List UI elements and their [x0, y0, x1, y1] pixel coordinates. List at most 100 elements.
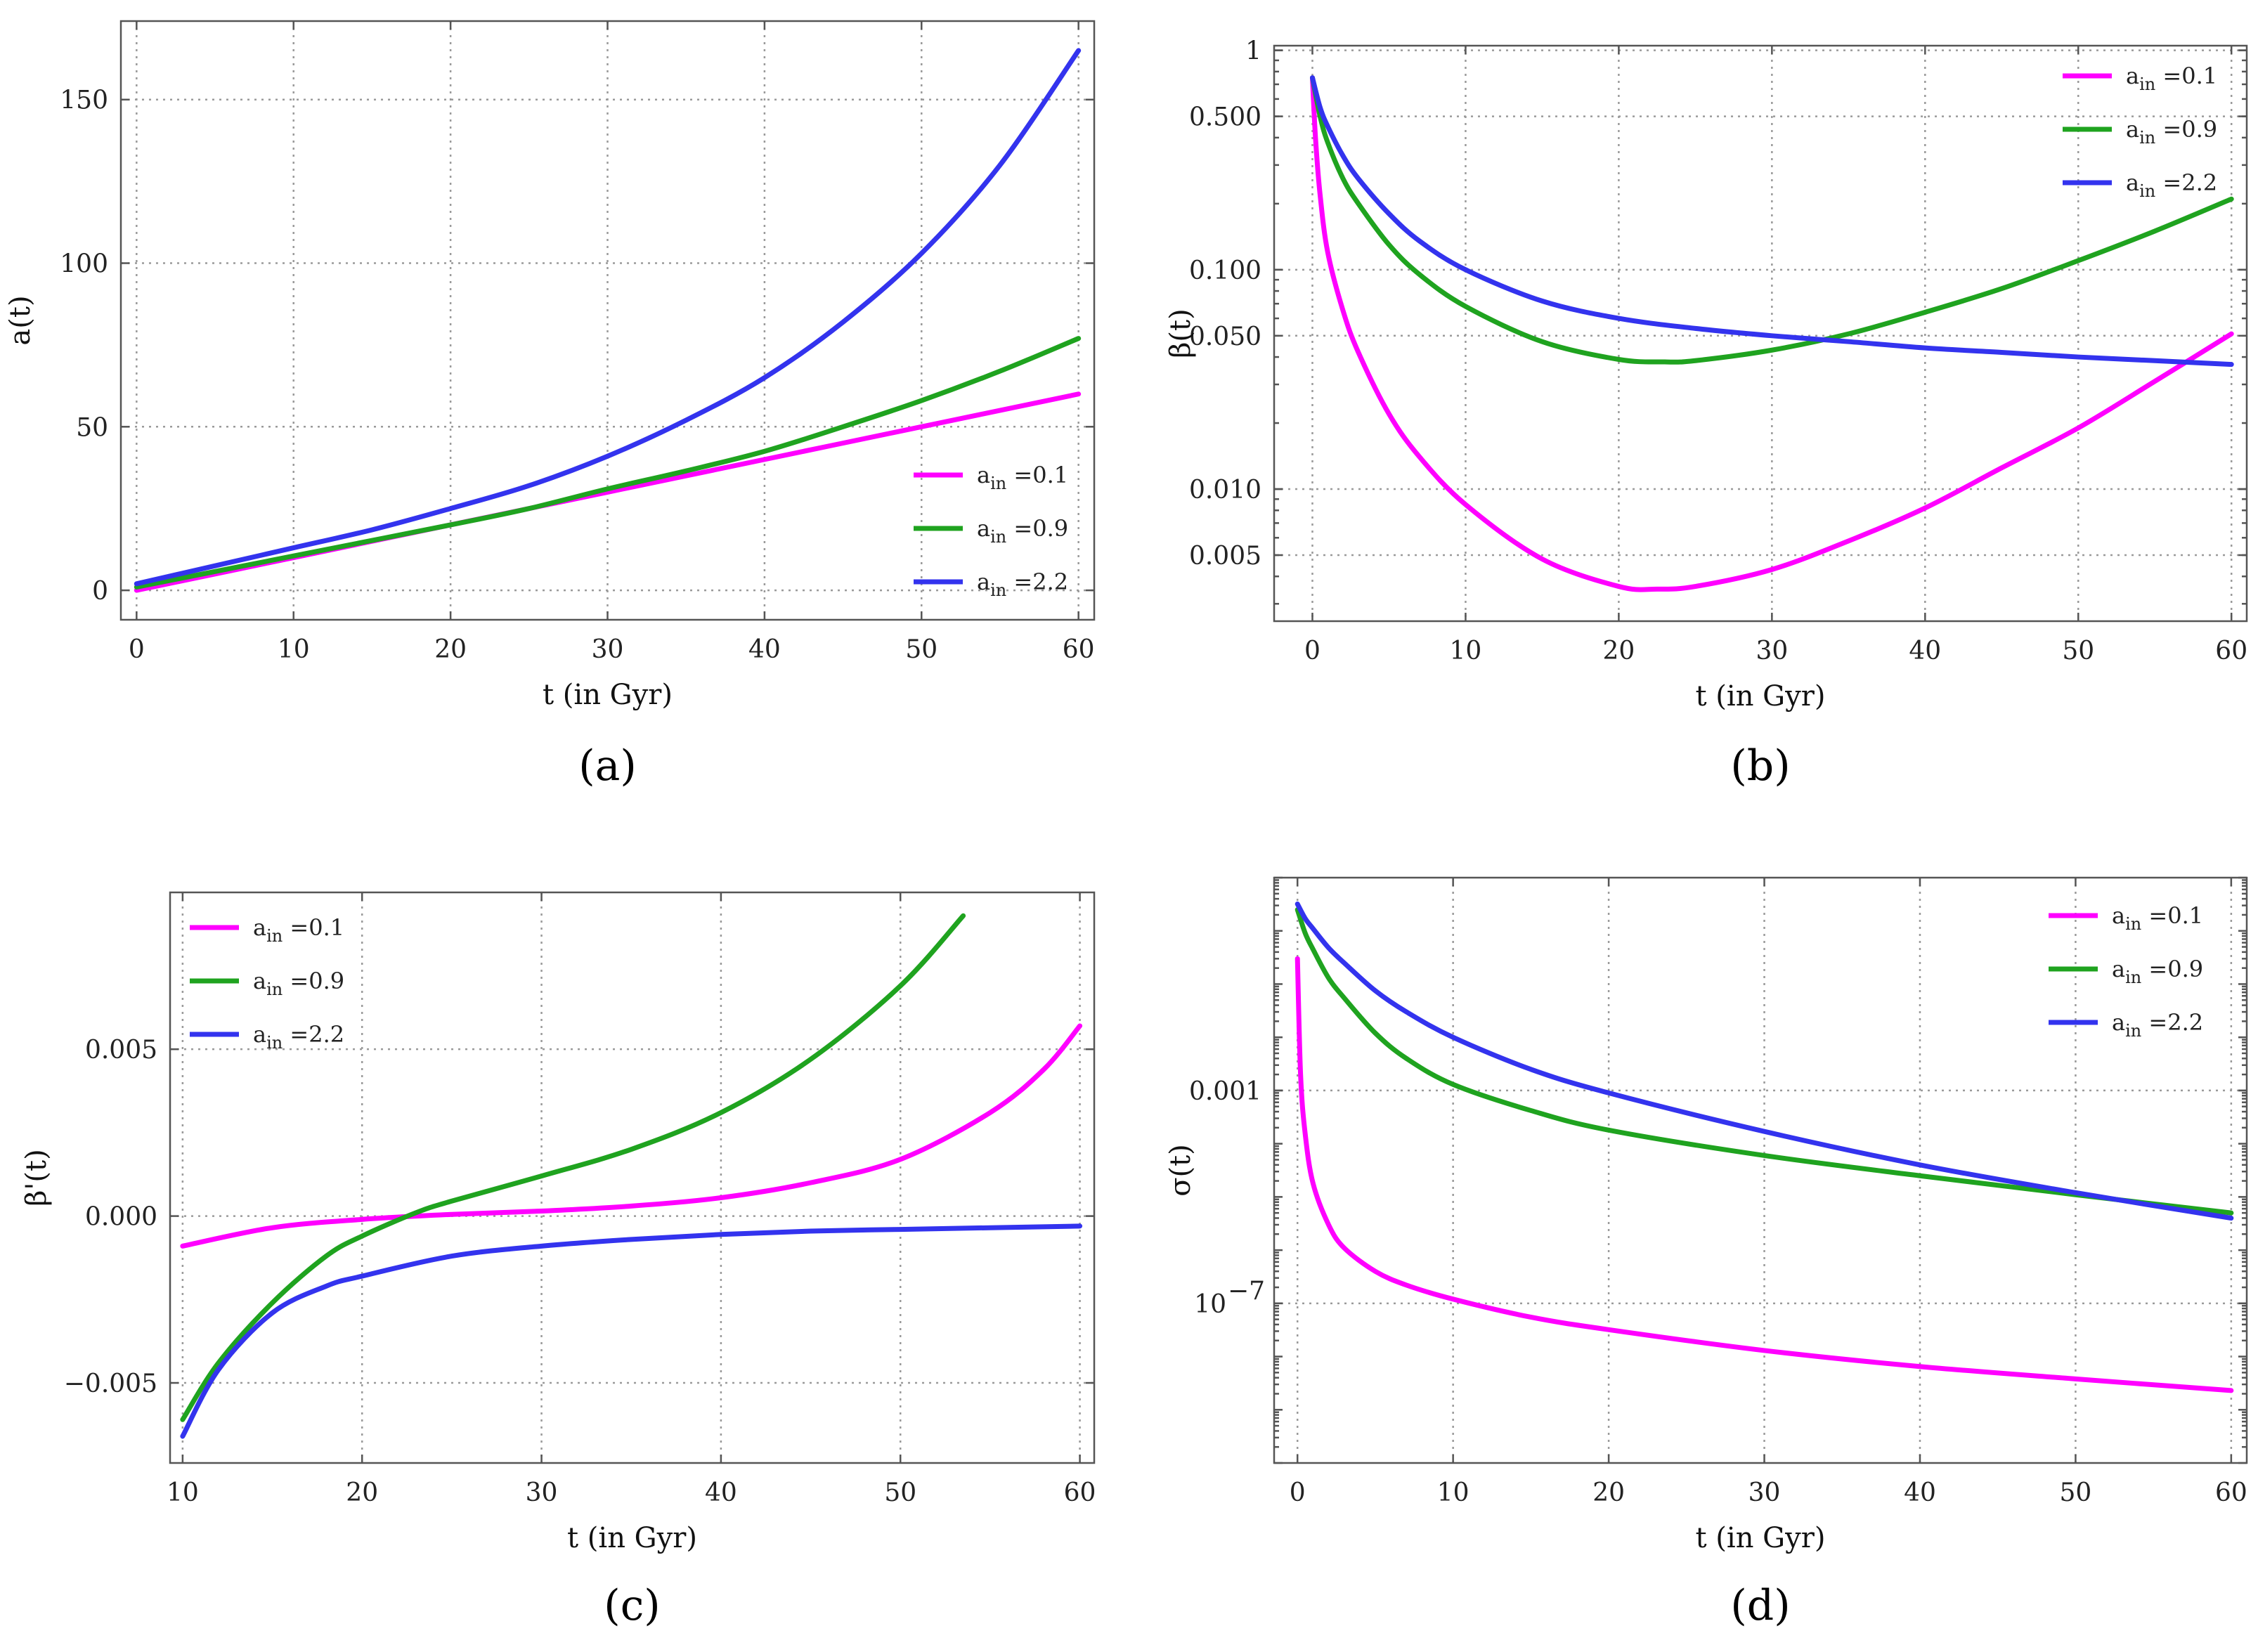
x-tick-label: 50 [884, 1478, 916, 1507]
legend-entry: ain =0.1 [914, 462, 1068, 493]
y-tick-label: 0.100 [1189, 256, 1261, 285]
legend-label: ain =2.2 [2126, 169, 2217, 201]
legend-label-main: a [2112, 1009, 2125, 1036]
y-axis-label: β(t) [1164, 308, 1197, 358]
series-line-0.1 [1309, 75, 2234, 592]
y-axis-label: σ(t) [1164, 1144, 1197, 1197]
legend-label-subscript: in [2125, 914, 2141, 934]
x-tick-label: 20 [1602, 637, 1635, 665]
x-tick-label: 60 [1064, 1478, 1096, 1507]
x-tick-label: 30 [526, 1478, 558, 1507]
legend-label: ain =2.2 [2112, 1009, 2203, 1041]
y-tick-label: 150 [60, 86, 108, 115]
legend-label-value: =0.1 [283, 914, 344, 941]
y-tick-label: 10 [1194, 1290, 1226, 1319]
series-line-0.9 [1295, 907, 2234, 1216]
legend-label: ain =0.1 [2112, 902, 2203, 934]
legend-entry: ain =0.1 [190, 914, 344, 946]
legend-label-value: =2.2 [2141, 1009, 2203, 1036]
legend-entry: ain =0.9 [914, 515, 1068, 547]
x-axis-label: t (in Gyr) [1696, 1522, 1826, 1554]
x-tick-label: 60 [2215, 637, 2247, 665]
legend-entry: ain =0.1 [2063, 63, 2217, 94]
legend-label-subscript: in [990, 527, 1006, 547]
y-tick-label: 0.050 [1189, 323, 1261, 351]
series-line-2.2 [134, 48, 1082, 587]
y-tick-label: −0.005 [64, 1370, 157, 1398]
series-line-2.2 [1309, 75, 2234, 368]
y-axis-label: β'(t) [20, 1149, 53, 1206]
series-line-2.2 [1295, 901, 2234, 1221]
x-axis-label: t (in Gyr) [567, 1522, 697, 1554]
x-tick-label: 50 [2060, 1478, 2092, 1507]
x-tick-label: 50 [2062, 637, 2094, 665]
x-tick-label: 40 [705, 1478, 737, 1507]
x-tick-label: 20 [434, 635, 467, 664]
x-tick-label: 20 [1592, 1478, 1625, 1507]
legend-label-main: a [2112, 902, 2125, 929]
legend-entry: ain =0.1 [2049, 902, 2203, 934]
legend-entry: ain =2.2 [914, 568, 1068, 600]
x-tick-label: 0 [1304, 637, 1321, 665]
x-tick-label: 50 [905, 635, 937, 664]
legend-label: ain =0.9 [2126, 116, 2217, 148]
legend-label: ain =0.1 [2126, 63, 2217, 94]
x-tick-label: 60 [2215, 1478, 2247, 1507]
panel-label: (a) [578, 741, 637, 791]
y-tick-label: 0 [92, 577, 108, 606]
legend-label-value: =0.1 [1006, 462, 1068, 488]
panel-label: (d) [1730, 1581, 1790, 1630]
legend-label: ain =2.2 [253, 1021, 344, 1053]
y-tick-label: 100 [60, 250, 108, 279]
x-tick-label: 10 [278, 635, 310, 664]
x-tick-label: 40 [1909, 637, 1941, 665]
x-tick-label: 10 [1450, 637, 1482, 665]
x-axis-label: t (in Gyr) [1696, 680, 1826, 713]
legend-label: ain =0.9 [253, 968, 344, 999]
x-tick-label: 40 [1904, 1478, 1936, 1507]
legend-label-value: =2.2 [1006, 568, 1068, 595]
x-tick-label: 30 [1748, 1478, 1781, 1507]
legend-label-value: =0.1 [2141, 902, 2203, 929]
legend-label-value: =0.9 [1006, 515, 1068, 542]
legend-label-main: a [977, 568, 990, 595]
y-tick-label: 0.010 [1189, 476, 1261, 505]
chart-panel-a: 0 10 20 30 40 50 60 0 50 100 150 t (in Gyr) a(t) (a) a… [4, 20, 1096, 791]
legend-label-value: =0.9 [2155, 116, 2217, 143]
legend-label: ain =0.1 [253, 914, 344, 946]
series-line-2.2 [180, 1223, 1083, 1439]
legend-label-value: =2.2 [283, 1021, 344, 1048]
legend-label-value: =0.9 [2141, 956, 2203, 982]
legend-entry: ain =0.9 [2063, 116, 2217, 148]
x-tick-label: 20 [346, 1478, 378, 1507]
legend-label-main: a [977, 462, 990, 488]
y-axis-label: a(t) [4, 295, 37, 345]
legend-label-main: a [253, 1021, 266, 1048]
legend-label: ain =0.9 [2112, 956, 2203, 987]
legend-label-value: =0.1 [2155, 63, 2217, 89]
x-tick-label: 30 [1756, 637, 1788, 665]
legend-label-main: a [977, 515, 990, 542]
series-line-0.1 [1295, 956, 2234, 1393]
x-tick-label: 0 [1290, 1478, 1306, 1507]
y-tick-label: 50 [76, 413, 108, 442]
y-tick-label: 0.000 [85, 1203, 157, 1232]
legend-entry: ain =0.9 [190, 968, 344, 999]
legend-label-main: a [253, 968, 266, 994]
plot-frame [1273, 44, 2248, 623]
x-tick-label: 30 [592, 635, 624, 664]
x-axis-label: t (in Gyr) [543, 679, 673, 711]
legend-label-subscript: in [2125, 1021, 2141, 1041]
series-line-0.9 [1309, 75, 2234, 365]
x-tick-label: 40 [748, 635, 781, 664]
plot-frame [169, 891, 1096, 1464]
x-tick-label: 0 [129, 635, 145, 664]
series-line-0.9 [180, 913, 966, 1422]
x-tick-label: 60 [1063, 635, 1095, 664]
legend-label-subscript: in [990, 474, 1006, 493]
legend-label: ain =2.2 [977, 568, 1068, 600]
legend-entry: ain =2.2 [2049, 1009, 2203, 1041]
legend-label-subscript: in [2139, 74, 2155, 94]
